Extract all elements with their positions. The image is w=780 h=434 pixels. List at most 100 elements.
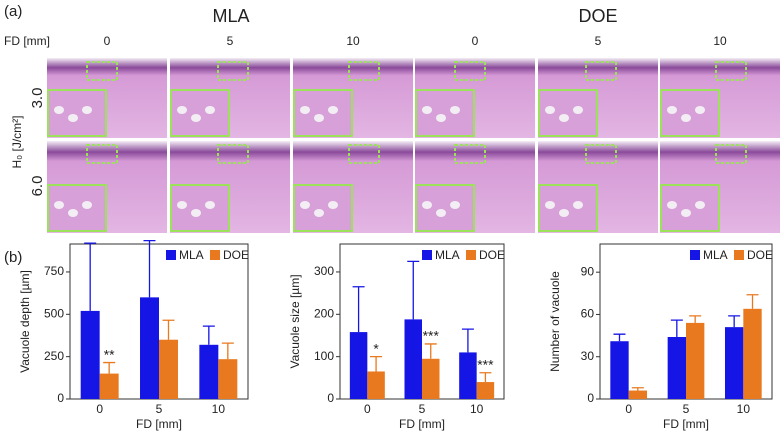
bar [686,322,705,399]
row-label: 3.0 [29,88,46,109]
vacuole [191,209,201,217]
vacuole [422,201,432,209]
y-tick-label: 750 [44,264,64,278]
error-bar [352,286,365,333]
panel-label: (b) [4,249,22,266]
vacuole [545,106,555,114]
error-bar [728,315,741,328]
y-tick-label: 300 [314,264,334,278]
y-tick-label: 0 [587,391,594,405]
vacuole [573,201,583,209]
bar [367,371,385,399]
error-bar [670,319,683,337]
bar [667,337,686,399]
bar [218,359,238,399]
vacuole [300,201,310,209]
y-axis-label: Vacuole depth [µm] [18,270,32,373]
vacuole [177,201,187,209]
bar [422,358,440,399]
group-label: MLA [212,6,249,26]
vacuole [559,114,569,122]
error-bar [407,260,420,320]
column-label: 10 [346,34,360,48]
y-tick-label: 0 [327,391,334,405]
error-bar [631,387,644,391]
legend-swatch [466,250,476,260]
vacuole [328,106,338,114]
vacuole [68,114,78,122]
legend-label: MLA [179,248,204,262]
y-axis-label: Vacuole size [µm] [288,274,302,368]
vacuole [436,114,446,122]
legend-swatch [734,250,744,260]
x-tick-label: 5 [683,402,690,416]
row-label: 6.0 [29,176,46,197]
vacuole [191,114,201,122]
zoom-box [715,61,747,81]
bar [140,297,159,399]
zoom-box [454,144,486,164]
x-tick-label: 5 [156,402,163,416]
bar [743,308,762,399]
error-bar [162,319,175,340]
significance-label: *** [423,328,440,344]
vacuole [205,201,215,209]
bar [349,332,368,399]
vacuole [681,114,691,122]
vacuole [54,106,64,114]
x-tick-label: 0 [96,402,103,416]
zoom-box [585,61,617,81]
error-bar [424,343,437,359]
y-tick-label: 200 [314,306,334,320]
x-tick-label: 10 [212,402,226,416]
row-axis-label: H₀ [J/cm²] [10,116,24,169]
vacuole [559,209,569,217]
x-tick-label: 5 [419,402,426,416]
error-bar [461,328,474,353]
column-label: 10 [713,34,727,48]
zoom-box [86,61,118,81]
bar [80,310,100,399]
zoom-box [585,144,617,164]
zoom-box [348,61,380,81]
legend-label: DOE [223,248,249,262]
bar [404,319,422,399]
legend-swatch [422,250,432,260]
column-label: 5 [595,34,602,48]
bar [628,390,648,399]
error-bar [746,294,759,309]
vacuole [314,209,324,217]
vacuole [545,201,555,209]
x-axis-label: FD [mm] [399,417,445,431]
vacuole [436,209,446,217]
vacuole [177,106,187,114]
zoom-box [217,144,249,164]
bar [199,344,219,399]
y-tick-label: 0 [57,391,64,405]
fd-label: FD [mm] [4,34,50,48]
vacuole [205,106,215,114]
significance-label: *** [477,356,494,372]
vacuole [450,106,460,114]
column-label: 0 [472,34,479,48]
legend-label: DOE [747,248,773,262]
vacuole [573,106,583,114]
bar [459,352,477,399]
x-tick-label: 0 [364,402,371,416]
bar [724,327,744,399]
y-tick-label: 250 [44,349,64,363]
y-tick-label: 500 [44,306,64,320]
column-label: 0 [104,34,111,48]
vacuole [695,201,705,209]
vacuole [422,106,432,114]
vacuole [667,201,677,209]
zoom-box [454,61,486,81]
vacuole [667,106,677,114]
y-tick-label: 90 [581,264,595,278]
zoom-box [86,144,118,164]
bar [159,339,178,399]
vacuole [450,201,460,209]
legend-label: MLA [435,248,460,262]
significance-label: ** [104,346,115,362]
